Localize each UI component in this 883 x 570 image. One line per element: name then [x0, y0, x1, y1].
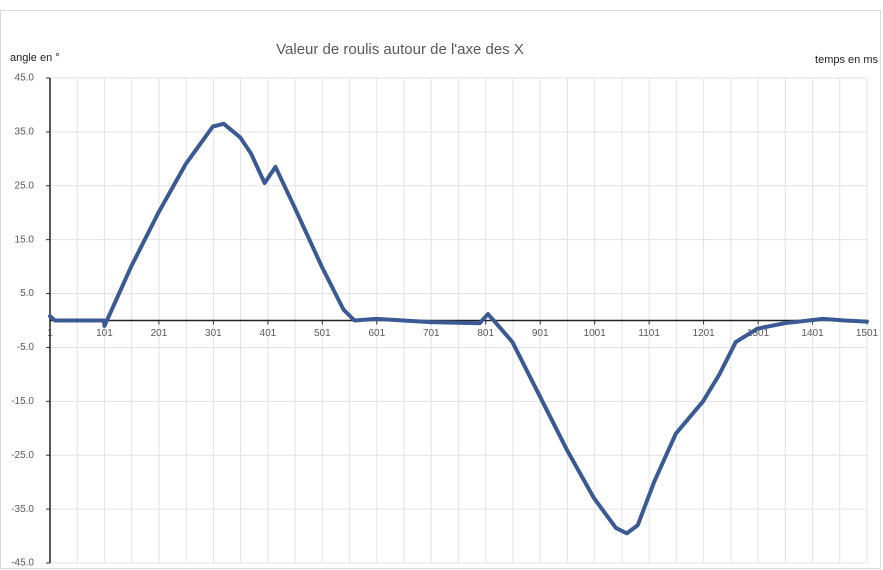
y-tick-label: -5.0	[17, 342, 35, 353]
y-axis-label: angle en °	[10, 52, 60, 64]
x-axis-label: temps en ms	[815, 54, 878, 66]
x-tick-label: 701	[423, 328, 440, 339]
x-tick-label: 201	[151, 328, 168, 339]
y-tick-label: 35.0	[15, 127, 35, 138]
x-tick-label: 901	[532, 328, 549, 339]
data-line	[48, 121, 869, 536]
x-tick-label: 1201	[692, 328, 715, 339]
chart-title: Valeur de roulis autour de l'axe des X	[276, 41, 524, 58]
x-tick-label: 801	[477, 328, 494, 339]
chart-frame	[0, 10, 881, 569]
x-tick-label: 101	[96, 328, 113, 339]
x-tick-label: 1001	[584, 328, 607, 339]
y-tick-label: -45.0	[11, 558, 34, 569]
x-tick-label: 501	[314, 328, 331, 339]
y-tick-label: -15.0	[11, 396, 34, 407]
y-tick-label: 45.0	[15, 73, 35, 84]
y-tick-label: 5.0	[20, 288, 34, 299]
y-tick-label: 15.0	[15, 234, 35, 245]
x-tick-label: 1301	[747, 328, 770, 339]
x-tick-label: 1501	[856, 328, 879, 339]
x-tick-label: 301	[205, 328, 222, 339]
y-tick-label: -25.0	[11, 450, 34, 461]
x-tick-label: 1101	[638, 328, 660, 339]
y-tick-label: -35.0	[11, 504, 34, 515]
y-tick-label: 25.0	[15, 180, 35, 191]
x-tick-label: 601	[368, 328, 385, 339]
x-tick-label: 1401	[801, 328, 824, 339]
x-tick-label: 401	[260, 328, 277, 339]
